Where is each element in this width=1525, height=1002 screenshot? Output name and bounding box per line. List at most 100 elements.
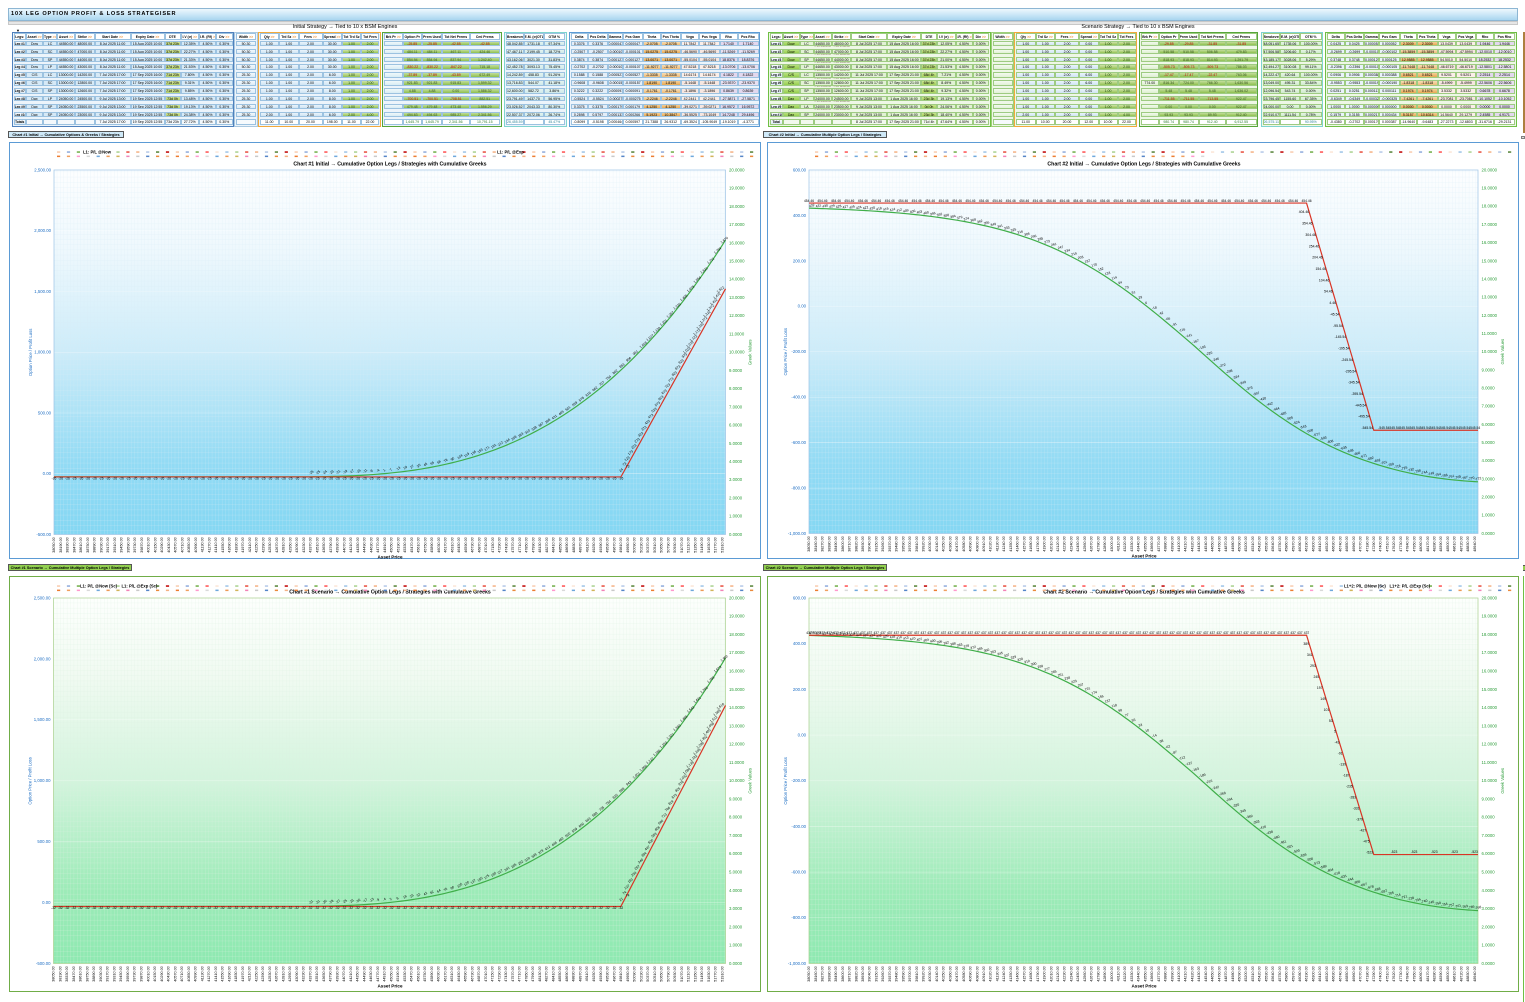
svg-text:-32: -32 (315, 906, 320, 910)
svg-text:105: 105 (456, 882, 463, 889)
svg-text:437: 437 (1068, 631, 1074, 635)
svg-text:47070.00: 47070.00 (1359, 966, 1363, 981)
svg-text:8.0000: 8.0000 (729, 386, 743, 391)
svg-text:-26: -26 (92, 476, 97, 480)
svg-text:44430.00: 44430.00 (1197, 536, 1201, 551)
svg-text:18.0000: 18.0000 (729, 203, 745, 208)
svg-text:44210.00: 44210.00 (349, 537, 353, 552)
svg-text:Greek Values: Greek Values (1500, 768, 1505, 794)
svg-text:40150.00: 40150.00 (153, 537, 157, 552)
svg-text:44100.00: 44100.00 (1177, 966, 1181, 981)
svg-text:48940.00: 48940.00 (1473, 536, 1477, 551)
svg-text:43880.00: 43880.00 (1164, 966, 1168, 981)
svg-text:973: 973 (681, 352, 688, 359)
svg-text:43930.00: 43930.00 (335, 966, 339, 981)
svg-text:47620.00: 47620.00 (1392, 966, 1396, 981)
svg-text:50230.00: 50230.00 (639, 966, 643, 981)
svg-text:200.00: 200.00 (793, 258, 807, 263)
svg-text:238: 238 (1064, 676, 1071, 681)
svg-text:437: 437 (995, 631, 1001, 635)
svg-text:45050.00: 45050.00 (390, 537, 394, 552)
svg-text:-26: -26 (214, 476, 219, 480)
svg-text:44870.00: 44870.00 (1224, 536, 1228, 551)
svg-text:454.46: 454.46 (1301, 198, 1311, 202)
svg-text:38470.00: 38470.00 (72, 966, 76, 981)
svg-text:50230.00: 50230.00 (639, 537, 643, 552)
svg-text:1.0000: 1.0000 (729, 513, 743, 518)
svg-text:50930.00: 50930.00 (673, 537, 677, 552)
svg-text:42010.00: 42010.00 (1049, 536, 1053, 551)
svg-text:41570.00: 41570.00 (1022, 966, 1026, 981)
svg-text:454.46: 454.46 (898, 198, 908, 202)
svg-text:42010.00: 42010.00 (1049, 966, 1053, 981)
svg-text:39700.00: 39700.00 (908, 536, 912, 551)
svg-text:40690.00: 40690.00 (969, 536, 973, 551)
svg-text:1,321: 1,321 (666, 732, 675, 740)
svg-text:473: 473 (647, 412, 654, 419)
svg-text:-32: -32 (490, 906, 495, 910)
svg-text:L1+2: P/L @Now (Sc): L1+2: P/L @Now (Sc) (1344, 583, 1386, 588)
svg-text:-667: -667 (1360, 882, 1368, 888)
svg-text:43550.00: 43550.00 (1143, 536, 1147, 551)
svg-text:42670.00: 42670.00 (1090, 536, 1094, 551)
svg-text:454.46: 454.46 (1261, 198, 1271, 202)
svg-text:-26: -26 (261, 476, 266, 480)
svg-text:45330.00: 45330.00 (403, 537, 407, 552)
svg-text:45330.00: 45330.00 (403, 966, 407, 981)
svg-text:48550.00: 48550.00 (558, 966, 562, 981)
svg-text:46850.00: 46850.00 (1345, 536, 1349, 551)
svg-text:40360.00: 40360.00 (948, 536, 952, 551)
svg-text:-26: -26 (180, 476, 185, 480)
svg-text:437: 437 (1284, 631, 1290, 635)
svg-text:217: 217 (497, 868, 504, 875)
svg-text:40710.00: 40710.00 (180, 966, 184, 981)
svg-text:42340.00: 42340.00 (1069, 536, 1073, 551)
svg-text:50370.00: 50370.00 (646, 966, 650, 981)
svg-text:44320.00: 44320.00 (1190, 536, 1194, 551)
svg-text:127: 127 (624, 884, 631, 891)
svg-text:234: 234 (630, 871, 637, 878)
svg-text:1,201: 1,201 (659, 318, 668, 326)
svg-text:553: 553 (651, 832, 658, 839)
svg-text:-800.00: -800.00 (791, 915, 806, 920)
svg-text:77: 77 (1125, 713, 1130, 718)
svg-text:43990.00: 43990.00 (1170, 966, 1174, 981)
svg-text:454.46: 454.46 (1288, 198, 1298, 202)
svg-text:1,543: 1,543 (686, 705, 695, 713)
svg-text:-660: -660 (1353, 450, 1361, 456)
svg-text:-17: -17 (349, 468, 355, 474)
svg-text:-26: -26 (166, 476, 171, 480)
svg-text:-349: -349 (1239, 380, 1247, 386)
svg-text:454.46: 454.46 (885, 198, 895, 202)
svg-text:7.0000: 7.0000 (1482, 403, 1496, 408)
svg-text:349: 349 (990, 221, 997, 226)
svg-text:49530.00: 49530.00 (606, 537, 610, 552)
svg-text:1,000.00: 1,000.00 (34, 778, 51, 783)
svg-text:-523: -523 (1391, 850, 1398, 854)
svg-text:432: 432 (809, 202, 816, 207)
svg-text:406: 406 (909, 208, 916, 213)
svg-text:48690.00: 48690.00 (565, 537, 569, 552)
svg-text:46170.00: 46170.00 (444, 537, 448, 552)
svg-text:-600.00: -600.00 (791, 440, 806, 445)
svg-text:374: 374 (963, 216, 970, 221)
svg-text:-242: -242 (1212, 785, 1220, 791)
svg-text:454.46: 454.46 (925, 198, 935, 202)
svg-text:40470.00: 40470.00 (955, 536, 959, 551)
svg-text:454.46: 454.46 (1180, 198, 1190, 202)
svg-text:1,001: 1,001 (632, 771, 641, 779)
svg-text:38490.00: 38490.00 (834, 536, 838, 551)
svg-text:2,000.00: 2,000.00 (34, 228, 51, 233)
svg-text:354.46: 354.46 (1302, 221, 1312, 225)
svg-text:42120.00: 42120.00 (1056, 966, 1060, 981)
svg-text:4.46: 4.46 (1329, 301, 1336, 305)
svg-text:-728: -728 (1407, 896, 1415, 902)
svg-text:1,023: 1,023 (682, 346, 691, 354)
svg-text:40470.00: 40470.00 (955, 966, 959, 981)
svg-text:41020.00: 41020.00 (989, 536, 993, 551)
svg-text:47850.00: 47850.00 (525, 537, 529, 552)
svg-text:45200.00: 45200.00 (1244, 966, 1248, 981)
svg-text:-200.00: -200.00 (791, 778, 806, 783)
svg-text:437: 437 (1203, 631, 1209, 635)
svg-text:42250.00: 42250.00 (254, 966, 258, 981)
